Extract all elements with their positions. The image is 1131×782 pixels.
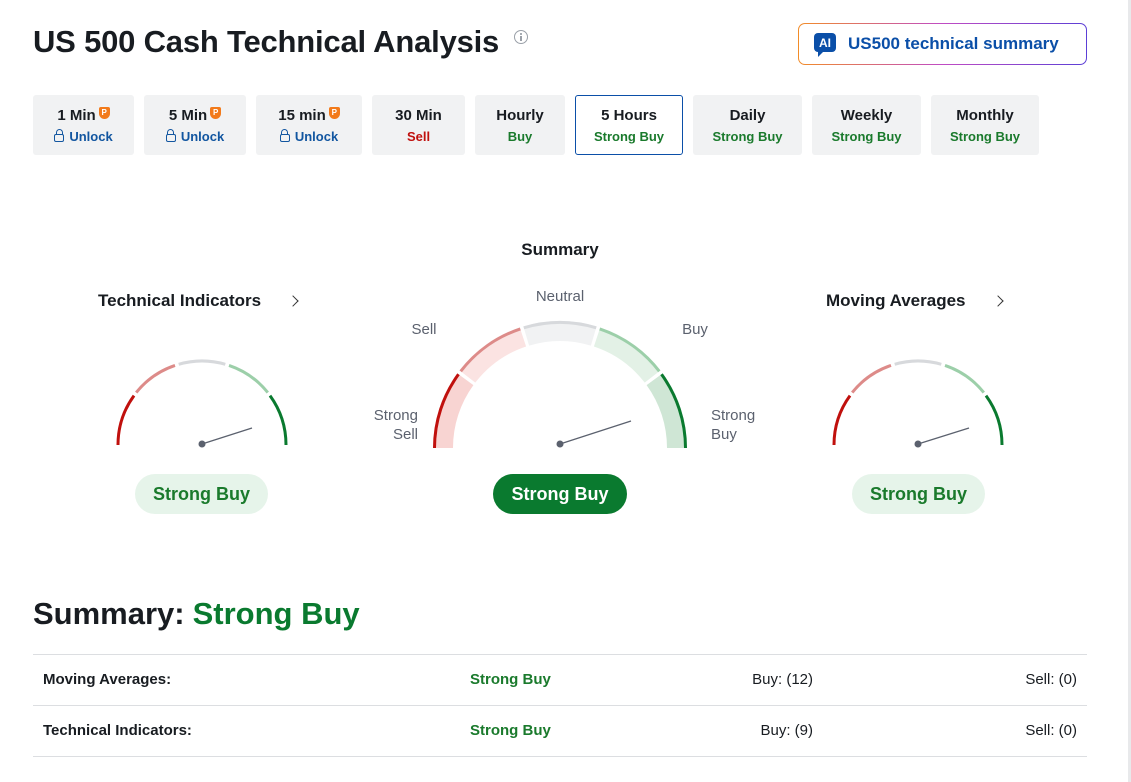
tab-15-min[interactable]: 15 min P Unlock: [256, 95, 362, 155]
tab-label: 5 Min: [168, 107, 208, 124]
summary-heading-label: Summary:: [33, 596, 185, 631]
tab-monthly[interactable]: Monthly Strong Buy: [931, 95, 1039, 155]
tab-30-min[interactable]: 30 Min Sell: [372, 95, 465, 155]
gauge-label-strong-buy: Strong Buy: [711, 407, 756, 443]
tab-label: 30 Min: [395, 107, 442, 124]
pro-icon: P: [328, 107, 340, 119]
tab-hourly[interactable]: Hourly Buy: [475, 95, 565, 155]
gauge-label-neutral: Neutral: [535, 288, 585, 305]
page-scrollbar[interactable]: [1128, 0, 1131, 782]
summary-table: Moving Averages: Strong Buy Buy: (12) Se…: [33, 654, 1087, 757]
row-sell-count: Sell: (0): [1025, 671, 1077, 688]
tab-status: Strong Buy: [831, 129, 902, 144]
ai-button-label: US500 technical summary: [848, 34, 1059, 53]
tab-status: Strong Buy: [949, 129, 1021, 144]
row-name: Moving Averages:: [43, 671, 172, 688]
summary-heading: Summary: Strong Buy: [33, 596, 360, 632]
tab-status: Buy: [507, 129, 533, 144]
tab-label: Daily: [729, 107, 766, 124]
moving-averages-link[interactable]: Moving Averages: [826, 291, 966, 311]
summary-result-badge: Strong Buy: [493, 474, 627, 514]
row-sell-count: Sell: (0): [1025, 722, 1077, 739]
tab-status: Unlock: [294, 129, 339, 144]
ai-icon: AI: [814, 33, 836, 57]
row-value: Strong Buy: [470, 671, 551, 688]
gauge-label-sell: Sell: [411, 321, 437, 338]
tab-5-hours[interactable]: 5 Hours Strong Buy: [575, 95, 683, 155]
tab-daily[interactable]: Daily Strong Buy: [693, 95, 802, 155]
tab-label: Weekly: [840, 107, 893, 124]
tab-1-min[interactable]: 1 Min P Unlock: [33, 95, 134, 155]
gauge-label-strong-sell: Strong Sell: [373, 407, 418, 443]
tab-label: 15 min: [278, 107, 326, 124]
technical-indicators-result-badge: Strong Buy: [135, 474, 268, 514]
row-buy-count: Buy: (12): [752, 671, 813, 688]
tab-weekly[interactable]: Weekly Strong Buy: [812, 95, 921, 155]
row-name: Technical Indicators:: [43, 722, 192, 739]
table-row: Technical Indicators: Strong Buy Buy: (9…: [33, 705, 1087, 757]
technical-indicators-title: Technical Indicators: [98, 291, 262, 310]
row-value: Strong Buy: [470, 722, 551, 739]
lock-icon: [165, 129, 176, 142]
moving-averages-result-badge: Strong Buy: [852, 474, 985, 514]
pro-icon: P: [98, 107, 110, 119]
pro-icon: P: [210, 107, 222, 119]
table-row: Moving Averages: Strong Buy Buy: (12) Se…: [33, 654, 1087, 705]
info-icon[interactable]: [514, 30, 528, 44]
row-buy-count: Buy: (9): [760, 722, 813, 739]
page-title: US 500 Cash Technical Analysis: [33, 24, 500, 59]
summary-heading-value: Strong Buy: [192, 596, 360, 631]
ai-technical-summary-button[interactable]: AI US500 technical summary: [798, 23, 1087, 65]
tab-status: Unlock: [69, 129, 113, 144]
gauge-label-buy: Buy: [682, 321, 708, 338]
tab-status: Strong Buy: [712, 129, 783, 144]
tab-status: Strong Buy: [593, 129, 665, 144]
tab-status: Unlock: [180, 129, 225, 144]
summary-gauge-title: Summary: [521, 240, 599, 259]
technical-indicators-link[interactable]: Technical Indicators: [98, 291, 261, 311]
lock-icon: [279, 129, 290, 142]
tab-label: Monthly: [956, 107, 1014, 124]
tab-label: 5 Hours: [601, 107, 657, 124]
tab-label: 1 Min: [57, 107, 96, 124]
tab-label: Hourly: [496, 107, 544, 124]
moving-averages-title: Moving Averages: [826, 291, 966, 310]
tab-5-min[interactable]: 5 Min P Unlock: [144, 95, 246, 155]
tab-status: Sell: [406, 129, 431, 144]
lock-icon: [54, 129, 65, 142]
